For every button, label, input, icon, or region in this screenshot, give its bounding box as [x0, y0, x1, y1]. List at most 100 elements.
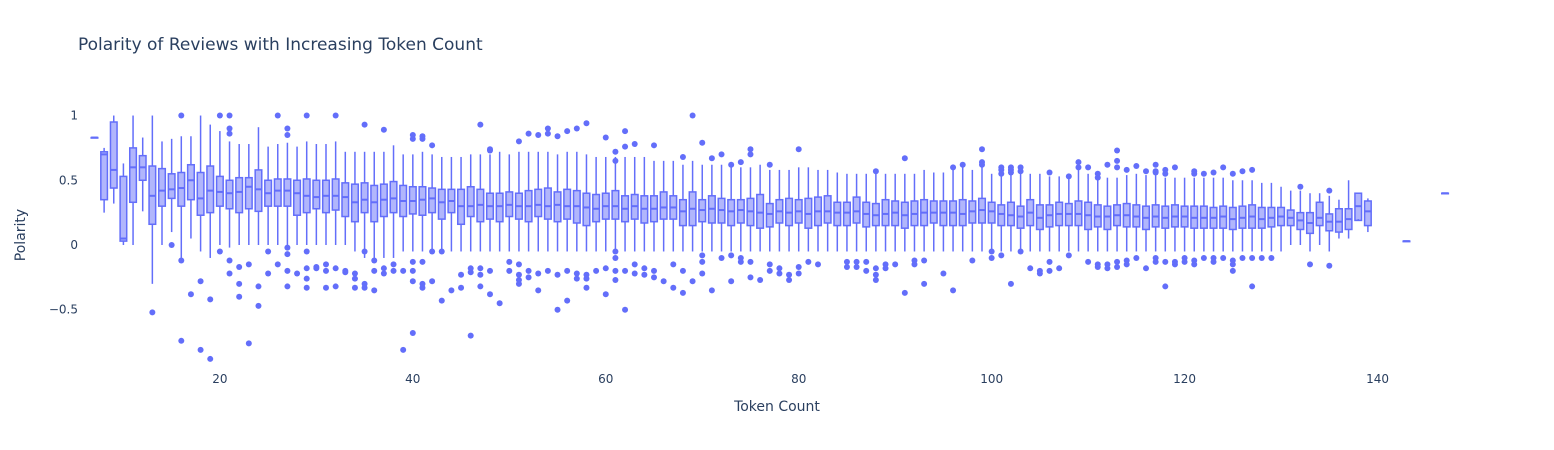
outlier-point[interactable] [236, 264, 243, 271]
box-15[interactable] [167, 138, 176, 249]
outlier-point[interactable] [303, 265, 310, 272]
outlier-point[interactable] [1268, 254, 1275, 261]
outlier-point[interactable] [371, 287, 378, 294]
outlier-point[interactable] [1229, 261, 1236, 268]
outlier-point[interactable] [409, 267, 416, 274]
box-59[interactable] [592, 156, 601, 274]
outlier-point[interactable] [419, 284, 426, 291]
outlier-point[interactable] [631, 261, 638, 268]
outlier-point[interactable] [323, 267, 329, 274]
outlier-point[interactable] [641, 265, 648, 272]
outlier-point[interactable] [1326, 262, 1333, 269]
outlier-point[interactable] [554, 271, 561, 278]
outlier-point[interactable] [1036, 270, 1043, 277]
outlier-point[interactable] [863, 258, 870, 265]
box-134[interactable] [1315, 193, 1324, 246]
outlier-point[interactable] [544, 125, 551, 132]
outlier-point[interactable] [207, 296, 214, 303]
box-108[interactable] [1064, 173, 1073, 259]
outlier-point[interactable] [776, 265, 783, 272]
outlier-point[interactable] [380, 126, 387, 133]
outlier-point[interactable] [1143, 168, 1149, 175]
outlier-point[interactable] [1104, 161, 1111, 168]
outlier-point[interactable] [467, 269, 474, 276]
box-66[interactable] [659, 160, 668, 285]
box-26[interactable] [273, 112, 282, 268]
outlier-point[interactable] [1114, 164, 1121, 171]
outlier-point[interactable] [477, 271, 484, 278]
box-121[interactable] [1190, 168, 1199, 268]
outlier-point[interactable] [1181, 258, 1188, 265]
box-68[interactable] [678, 153, 687, 296]
box-89[interactable] [881, 173, 890, 272]
outlier-point[interactable] [332, 283, 339, 290]
box-135[interactable] [1325, 187, 1334, 269]
outlier-point[interactable] [872, 265, 879, 272]
outlier-point[interactable] [1104, 265, 1111, 272]
outlier-point[interactable] [699, 270, 706, 277]
outlier-point[interactable] [670, 261, 677, 268]
outlier-point[interactable] [1065, 252, 1072, 259]
outlier-point[interactable] [1220, 164, 1227, 171]
box-42[interactable] [428, 142, 437, 285]
outlier-point[interactable] [284, 267, 291, 274]
outlier-point[interactable] [342, 269, 349, 276]
outlier-point[interactable] [564, 267, 571, 274]
outlier-point[interactable] [535, 131, 542, 138]
outlier-point[interactable] [1229, 170, 1236, 177]
box-113[interactable] [1113, 147, 1122, 271]
box-131[interactable] [1286, 190, 1295, 246]
box-103[interactable] [1016, 164, 1025, 255]
outlier-point[interactable] [602, 291, 609, 298]
box-65[interactable] [649, 142, 659, 281]
outlier-point[interactable] [872, 276, 879, 283]
outlier-point[interactable] [294, 270, 301, 277]
box-72[interactable] [717, 151, 726, 261]
outlier-point[interactable] [1200, 254, 1207, 261]
outlier-point[interactable] [815, 261, 821, 268]
box-70[interactable] [698, 139, 707, 277]
outlier-point[interactable] [564, 128, 571, 135]
outlier-point[interactable] [207, 355, 214, 362]
box-53[interactable] [534, 131, 543, 294]
outlier-point[interactable] [1046, 169, 1053, 176]
outlier-point[interactable] [544, 130, 551, 137]
box-123[interactable] [1209, 169, 1218, 265]
outlier-point[interactable] [1094, 174, 1101, 181]
outlier-point[interactable] [1114, 264, 1121, 271]
outlier-point[interactable] [708, 155, 715, 162]
outlier-point[interactable] [1229, 267, 1236, 274]
outlier-point[interactable] [351, 275, 358, 282]
box-86[interactable] [852, 173, 861, 271]
outlier-point[interactable] [679, 267, 686, 274]
box-88[interactable] [871, 168, 880, 283]
outlier-point[interactable] [1085, 258, 1092, 265]
outlier-point[interactable] [699, 252, 706, 259]
outlier-point[interactable] [988, 248, 995, 255]
box-111[interactable] [1093, 170, 1102, 271]
box-67[interactable] [669, 160, 678, 291]
outlier-point[interactable] [400, 346, 407, 353]
box-12[interactable] [138, 137, 147, 212]
box-76[interactable] [756, 164, 765, 283]
outlier-point[interactable] [380, 270, 387, 277]
outlier-point[interactable] [583, 275, 590, 282]
outlier-point[interactable] [728, 252, 735, 259]
box-107[interactable] [1055, 176, 1064, 272]
box-17[interactable] [186, 136, 195, 298]
outlier-point[interactable] [660, 278, 667, 285]
box-97[interactable] [958, 161, 967, 252]
box-119[interactable] [1170, 164, 1179, 268]
outlier-point[interactable] [921, 257, 928, 264]
outlier-point[interactable] [1171, 164, 1178, 171]
box-10[interactable] [119, 163, 128, 246]
box-71[interactable] [707, 155, 716, 294]
box-11[interactable] [129, 115, 138, 246]
box-21[interactable] [225, 112, 234, 277]
box-126[interactable] [1238, 168, 1247, 261]
outlier-point[interactable] [911, 261, 918, 268]
outlier-point[interactable] [197, 278, 204, 285]
outlier-point[interactable] [998, 170, 1005, 177]
outlier-point[interactable] [236, 293, 243, 300]
box-93[interactable] [920, 169, 929, 287]
